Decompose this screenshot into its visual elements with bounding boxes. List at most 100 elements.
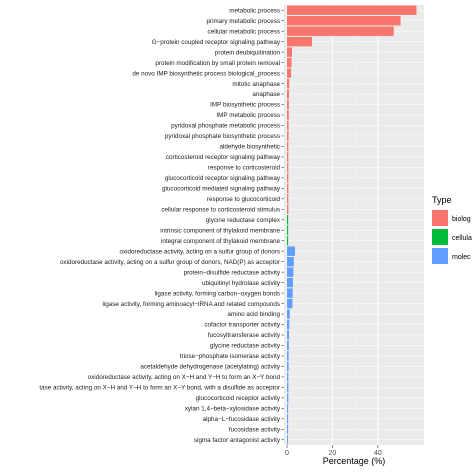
bar: [287, 173, 289, 183]
bar: [287, 319, 290, 330]
bar: [287, 204, 289, 214]
bar: [287, 351, 289, 361]
plot-panel: [284, 5, 424, 445]
bar: [287, 110, 289, 120]
bar: [287, 16, 401, 26]
legend-key: [432, 248, 448, 264]
category-label: pyridoxal phosphate biosynthetic process: [165, 133, 280, 140]
category-label: integral component of thylakoid membrane: [161, 238, 281, 245]
bar: [287, 403, 289, 414]
bar: [287, 57, 292, 68]
bar: [287, 5, 417, 15]
bar: [287, 152, 289, 162]
bar: [287, 215, 289, 225]
bar: [287, 424, 289, 434]
bar: [287, 277, 293, 288]
legend-label: cellula: [452, 235, 472, 242]
category-label: primary metabolic process: [207, 18, 281, 25]
category-label: glycine reductase complex: [206, 217, 281, 224]
category-label: sigma factor antagonist activity: [194, 437, 281, 444]
bar: [287, 256, 294, 267]
bar: [287, 435, 288, 445]
bar: [287, 225, 289, 235]
bar: [287, 309, 290, 319]
category-label: cofactor transporter activity: [204, 322, 280, 329]
category-labels: metabolic process primary metabolic proce…: [39, 7, 284, 444]
category-label: glucocorticoid receptor activity: [196, 395, 281, 402]
bar: [287, 236, 289, 246]
category-label: protein modification by small protein re…: [155, 60, 280, 67]
legend-key: [432, 210, 448, 226]
bar: [287, 141, 289, 152]
bar: [287, 89, 290, 99]
legend-label: molec: [452, 254, 471, 261]
bar: [287, 68, 292, 78]
category-label: protein deubiquitination: [215, 49, 281, 56]
category-label: response to glucocorticoid: [207, 196, 281, 203]
x-tick-label: 0: [285, 450, 289, 457]
category-label: ubiquitinyl hydrolase activity: [202, 280, 281, 287]
legend-key: [432, 229, 448, 245]
category-label: de novo IMP biosynthetic process biologi…: [132, 70, 280, 77]
category-label: alpha−L−fucosidase activity: [203, 416, 281, 423]
category-label: ligase activity, forming carbon−oxygen b…: [155, 290, 280, 297]
category-label: glycine reductase activity: [210, 343, 281, 350]
bar: [287, 99, 289, 110]
category-label: pyridoxal phosphate metabolic process: [171, 123, 280, 130]
category-label: acetaldehyde dehydrogenase (acetylating)…: [140, 364, 281, 371]
category-label: cellular response to corticosteroid stim…: [161, 206, 280, 213]
category-label: xylan 1,4−beta−xylosidase activity: [185, 406, 281, 413]
category-label: fucosidase activity: [229, 426, 281, 433]
category-label: G−protein coupled receptor signaling pat…: [152, 39, 281, 46]
category-label: mitotic anaphase: [232, 81, 280, 88]
category-label: IMP biosynthetic process: [210, 102, 280, 109]
bar: [287, 393, 289, 403]
category-label: glucocorticoid receptor signaling pathwa…: [165, 175, 281, 182]
x-axis: 0 20 40: [285, 445, 382, 457]
category-label: IMP metabolic process: [216, 112, 280, 119]
bar: [287, 267, 294, 277]
bar: [287, 288, 293, 298]
bar: [287, 372, 289, 382]
x-tick-label: 20: [329, 450, 337, 457]
category-label: intrinsic component of thylakoid membran…: [160, 227, 280, 234]
category-label: amino acid binding: [227, 311, 280, 318]
category-label: protein−disulfide reductase activity: [184, 269, 281, 276]
bar: [287, 36, 312, 47]
category-label: corticosteroid receptor signaling pathwa…: [166, 154, 281, 161]
bar: [287, 162, 289, 173]
legend-label: biolog: [452, 216, 471, 223]
bar: [287, 194, 289, 204]
category-label: ligase activity, forming aminoacyl−tRNA …: [102, 301, 280, 308]
bar: [287, 298, 293, 309]
bar: [287, 340, 289, 351]
category-label: oxidoreductase activity, acting on a sul…: [60, 259, 280, 266]
bar: [287, 26, 394, 36]
category-label: tase activity, acting on X−H and Y−H to …: [39, 385, 280, 392]
bar: [287, 414, 289, 424]
bar: [287, 361, 289, 372]
category-label: oxidoreductase activity, acting on X−H a…: [88, 374, 281, 381]
category-label: response to corticosteroid: [208, 165, 281, 172]
bar: [287, 183, 289, 194]
category-label: oxidoreductase activity, acting on a sul…: [119, 248, 280, 255]
category-label: triose−phosphate isomerase activity: [180, 353, 281, 360]
legend: Type biolog cellula molec: [432, 195, 472, 264]
category-label: metabolic process: [229, 7, 280, 14]
bar: [287, 330, 290, 340]
x-tick-label: 40: [374, 450, 382, 457]
category-label: anaphase: [252, 91, 280, 98]
bar: [287, 246, 295, 256]
bar: [287, 120, 289, 131]
bars-group: [287, 5, 417, 445]
category-label: glucocorticoid mediated signaling pathwa…: [162, 186, 281, 193]
bar: [287, 382, 289, 393]
category-label: fucosyltransferase activity: [208, 332, 281, 339]
category-label: aldehyde biosynthetic: [219, 144, 280, 151]
bar: [287, 47, 292, 57]
bar: [287, 78, 290, 89]
bar: [287, 131, 289, 141]
x-axis-title: Percentage (%): [323, 456, 386, 466]
legend-title: Type: [432, 195, 452, 205]
